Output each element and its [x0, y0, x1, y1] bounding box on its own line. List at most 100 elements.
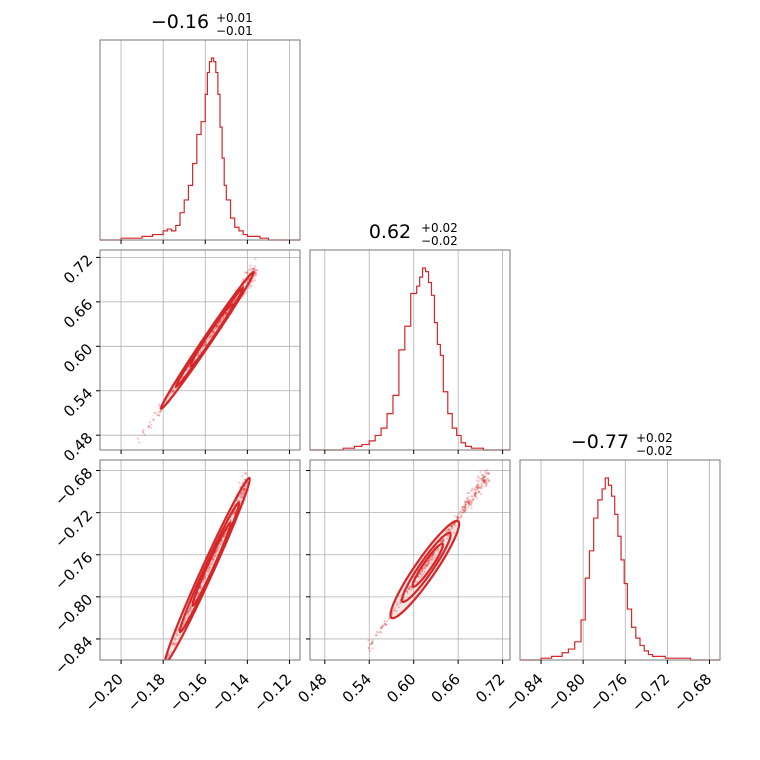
sample-point — [213, 555, 216, 558]
sample-point — [460, 516, 463, 519]
sample-point — [243, 487, 246, 491]
sample-point — [377, 631, 380, 634]
sample-point — [186, 611, 190, 614]
sample-point — [475, 486, 478, 489]
sample-point — [467, 505, 470, 509]
sample-point — [471, 499, 474, 502]
sample-point — [429, 558, 432, 561]
sample-point — [252, 267, 255, 270]
sample-point — [189, 607, 192, 610]
sample-point — [214, 553, 217, 556]
sample-point — [481, 479, 484, 482]
sample-point — [475, 479, 479, 482]
sample-point — [253, 265, 257, 268]
sample-point — [213, 555, 216, 558]
sample-point — [239, 495, 242, 499]
sample-point — [252, 277, 256, 280]
sample-point — [420, 573, 423, 577]
sample-point — [408, 586, 411, 589]
sample-point — [475, 485, 478, 489]
sample-point — [478, 484, 481, 488]
sample-point — [384, 624, 387, 627]
sample-point — [477, 486, 480, 489]
sample-point — [199, 586, 202, 589]
sample-point — [477, 477, 481, 480]
sample-point — [223, 315, 226, 318]
sample-point — [406, 590, 409, 593]
xtick-label-p2-1: −0.80 — [544, 670, 589, 715]
sample-point — [173, 642, 176, 645]
sample-point — [406, 592, 409, 595]
sample-point — [464, 501, 467, 504]
sample-point — [471, 498, 474, 501]
param-title-0-plus: +0.01 — [216, 11, 253, 25]
sample-point — [447, 528, 450, 531]
sample-point — [483, 474, 486, 478]
sample-point — [186, 368, 189, 371]
scatter-panel-1 — [96, 459, 301, 673]
sample-point — [466, 500, 469, 503]
sample-point — [480, 479, 483, 482]
sample-point — [173, 636, 176, 640]
hist-frame-2 — [519, 459, 721, 661]
sample-point — [408, 588, 411, 591]
sample-point — [396, 604, 399, 607]
pair-frame-2 — [309, 459, 511, 661]
sample-point — [427, 560, 430, 563]
sample-point — [199, 350, 202, 353]
sample-point — [427, 561, 430, 564]
xtick-label-p2-3: −0.72 — [628, 670, 673, 715]
sample-point — [252, 267, 255, 271]
sample-point — [421, 569, 424, 573]
sample-point — [148, 425, 151, 428]
sample-point — [210, 334, 213, 338]
sample-point — [414, 580, 417, 583]
sample-point — [256, 268, 259, 272]
sample-point — [476, 475, 480, 478]
sample-point — [486, 472, 489, 475]
sample-point — [143, 433, 146, 436]
ytick-label-p1-0: 0.48 — [60, 429, 96, 465]
sample-point — [370, 642, 374, 645]
sample-point — [161, 670, 163, 672]
sample-point — [462, 505, 465, 508]
sample-point — [234, 508, 237, 511]
sample-point — [452, 523, 456, 526]
sample-point — [161, 670, 163, 672]
sample-point — [410, 588, 413, 591]
sample-point — [462, 510, 466, 514]
sample-point — [212, 559, 215, 562]
sample-point — [464, 508, 467, 511]
sample-point — [433, 551, 436, 554]
sample-point — [204, 576, 207, 579]
sample-point — [162, 667, 164, 669]
sample-point — [160, 666, 162, 668]
xtick-label-p2-0: −0.84 — [502, 670, 547, 715]
sample-point — [251, 280, 255, 283]
sample-point — [160, 671, 162, 673]
sample-point — [456, 515, 460, 518]
sample-point — [235, 499, 238, 503]
sample-point — [242, 487, 246, 490]
sample-point — [208, 566, 211, 569]
sample-point — [218, 320, 222, 323]
sample-point — [465, 507, 468, 511]
sample-point — [395, 600, 398, 604]
sample-point — [247, 286, 251, 290]
sample-point — [367, 646, 371, 649]
sample-point — [464, 503, 467, 506]
sample-point — [212, 558, 215, 561]
param-title-1: 0.62 — [369, 221, 411, 243]
sample-point — [156, 413, 159, 417]
sample-point — [473, 495, 477, 498]
sample-point — [175, 633, 178, 636]
contour-1-2 — [191, 521, 232, 608]
sample-point — [208, 337, 211, 340]
sample-point — [476, 486, 480, 489]
sample-point — [217, 322, 220, 325]
xtick-label-p1-0: 0.48 — [294, 670, 330, 706]
sample-point — [216, 549, 219, 552]
param-title-0: −0.16 — [151, 11, 209, 33]
sample-point — [160, 409, 163, 412]
sample-point — [463, 506, 467, 509]
